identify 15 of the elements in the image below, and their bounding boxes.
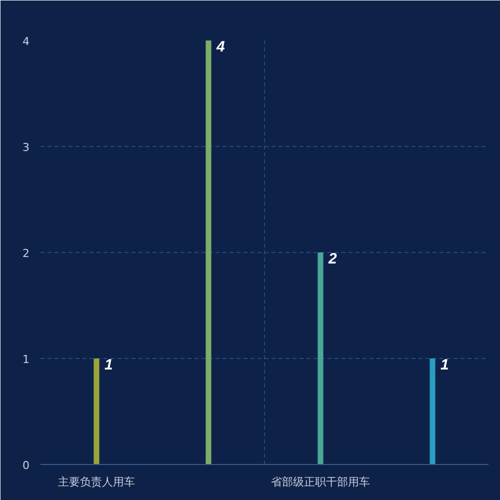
bar	[206, 40, 212, 464]
y-tick-label: 0	[22, 459, 30, 472]
data-label: 2	[328, 250, 338, 268]
bar	[94, 358, 100, 464]
x-tick-label: 主要负责人用车	[58, 476, 135, 488]
data-label: 1	[104, 356, 113, 374]
x-tick-label: 省部级正职干部用车	[271, 476, 370, 488]
data-label: 1	[440, 356, 449, 374]
y-tick-label: 1	[22, 353, 30, 366]
y-tick-label: 3	[22, 141, 30, 154]
bar	[430, 358, 436, 464]
y-tick-label: 4	[22, 35, 30, 48]
bar	[318, 252, 324, 464]
y-tick-label: 2	[22, 247, 30, 260]
data-label: 4	[216, 38, 226, 56]
